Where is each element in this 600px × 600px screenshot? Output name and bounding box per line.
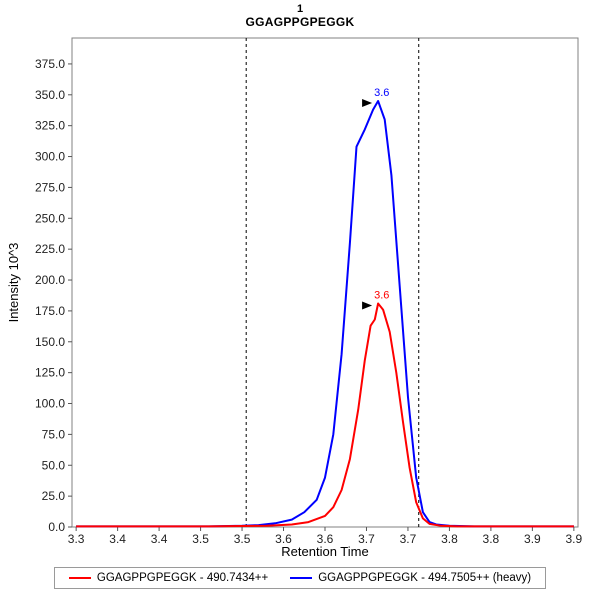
x-tick-label: 3.9 <box>566 532 583 546</box>
x-tick-label: 3.6 <box>275 532 292 546</box>
y-tick-label: 100.0 <box>35 397 65 411</box>
plot-area[interactable] <box>71 37 579 528</box>
x-tick-label: 3.7 <box>400 532 417 546</box>
y-tick-label: 0.0 <box>48 520 65 534</box>
legend-swatch-light <box>68 577 91 579</box>
y-tick-label: 350.0 <box>35 88 65 102</box>
y-tick-label: 25.0 <box>42 489 66 503</box>
x-tick-label: 3.8 <box>441 532 458 546</box>
x-tick-label: 3.6 <box>317 532 334 546</box>
y-tick-label: 325.0 <box>35 119 65 133</box>
legend-box: GGAGPPGPEGGK - 490.7434++ GGAGPPGPEGGK - … <box>53 567 547 589</box>
x-tick-label: 3.5 <box>192 532 209 546</box>
x-tick-label: 3.7 <box>358 532 375 546</box>
x-tick-label: 3.8 <box>483 532 500 546</box>
legend-swatch-heavy <box>290 577 313 579</box>
x-tick-label: 3.4 <box>109 532 126 546</box>
y-tick-label: 225.0 <box>35 242 65 256</box>
y-tick-label: 75.0 <box>42 427 66 441</box>
y-tick-label: 50.0 <box>42 458 66 472</box>
x-axis-title: Retention Time <box>281 544 368 559</box>
chart-title-peptide: GGAGPPGPEGGK <box>245 15 355 29</box>
y-tick-label: 275.0 <box>35 180 65 194</box>
legend-item-heavy: GGAGPPGPEGGK - 494.7505++ (heavy) <box>290 572 531 584</box>
x-tick-label: 3.3 <box>68 532 85 546</box>
peak-apex-arrow-heavy <box>362 98 373 107</box>
y-tick-label: 125.0 <box>35 366 65 380</box>
legend-label-light: GGAGPPGPEGGK - 490.7434++ <box>96 572 269 584</box>
y-tick-label: 300.0 <box>35 150 65 164</box>
peak-rt-label-light: 3.6 <box>374 289 389 301</box>
y-tick-label: 200.0 <box>35 273 65 287</box>
y-tick-label: 175.0 <box>35 304 65 318</box>
y-axis-title: Intensity 10^3 <box>6 243 21 323</box>
y-tick-label: 375.0 <box>35 57 65 71</box>
x-tick-label: 3.4 <box>151 532 168 546</box>
chromatogram-line-light[interactable] <box>76 302 574 528</box>
legend-item-light: GGAGPPGPEGGK - 490.7434++ <box>68 572 269 584</box>
legend: GGAGPPGPEGGK - 490.7434++ GGAGPPGPEGGK - … <box>0 567 600 589</box>
x-tick-label: 3.5 <box>234 532 251 546</box>
y-tick-label: 250.0 <box>35 211 65 225</box>
x-tick-label: 3.9 <box>524 532 541 546</box>
legend-label-heavy: GGAGPPGPEGGK - 494.7505++ (heavy) <box>318 572 532 584</box>
y-tick-label: 150.0 <box>35 335 65 349</box>
peak-rt-label-heavy: 3.6 <box>374 87 389 99</box>
chart-title-replicate: 1 <box>296 3 304 15</box>
peak-apex-arrow-light <box>362 301 373 310</box>
